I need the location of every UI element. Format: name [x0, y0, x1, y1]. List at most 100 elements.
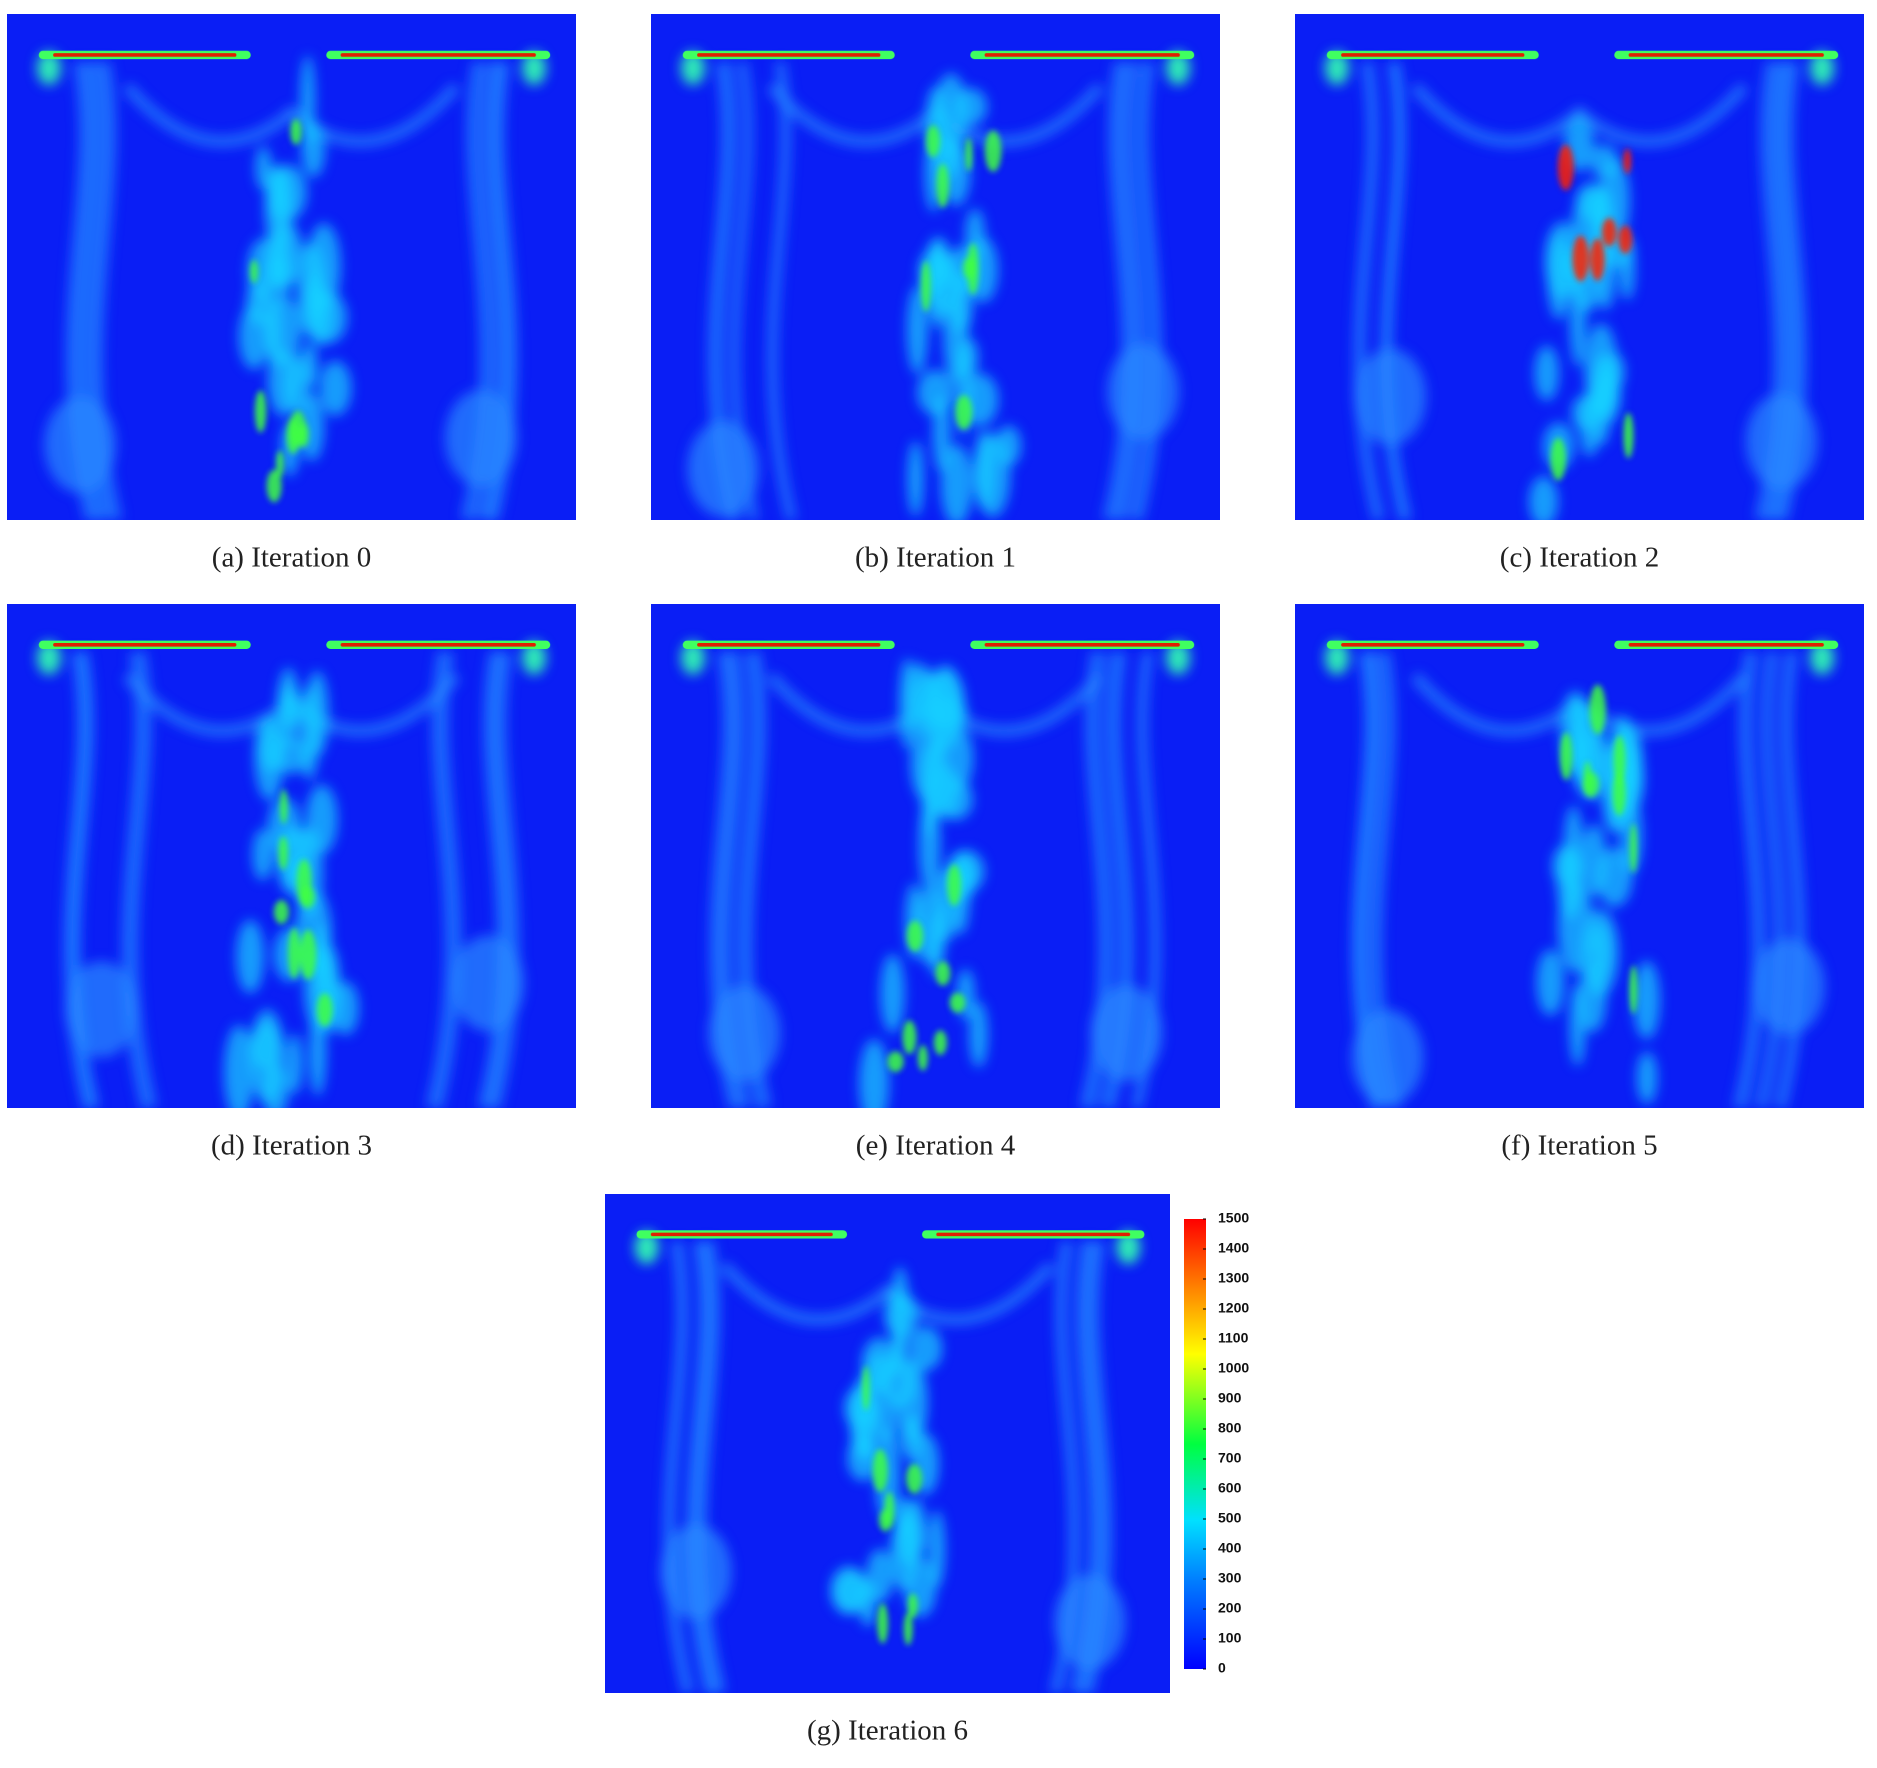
plume [907, 440, 924, 517]
plume-core [862, 1365, 870, 1411]
corner-spot [36, 641, 61, 675]
vortex [44, 396, 117, 493]
colorbar-label: 700 [1218, 1450, 1242, 1466]
streak [121, 650, 158, 1108]
plume [247, 238, 281, 305]
plume [908, 1326, 943, 1371]
vortex [452, 935, 525, 1032]
cores [1550, 144, 1634, 481]
corner-spot [1810, 51, 1835, 86]
plume [830, 1566, 868, 1615]
plume [319, 360, 352, 416]
plume-core [288, 927, 301, 979]
plume [310, 291, 348, 344]
plume [283, 355, 312, 416]
vortex [1090, 984, 1163, 1081]
plume [299, 685, 320, 781]
plume-core [962, 256, 976, 280]
streak [1114, 61, 1146, 520]
cores [250, 118, 309, 503]
plume-core [1589, 684, 1606, 735]
plume-core [290, 118, 302, 145]
plume [266, 166, 292, 223]
colorbar [1184, 1219, 1206, 1669]
corner-spot [1116, 1230, 1141, 1265]
caption: (e) Iteration 4 [856, 1130, 1016, 1162]
plume [910, 725, 942, 802]
plume-core [879, 1509, 892, 1532]
streak [425, 650, 462, 1108]
plume [1536, 949, 1565, 1016]
plume-core [1557, 144, 1574, 191]
plume-core [903, 1612, 913, 1646]
streak [663, 1240, 695, 1693]
colorbar-label: 400 [1218, 1540, 1242, 1556]
caption: (g) Iteration 6 [807, 1715, 968, 1747]
flow-field [605, 1194, 1170, 1693]
plume [943, 288, 969, 384]
corner-spot [36, 51, 61, 86]
vortex [660, 1524, 732, 1620]
colorbar-label: 900 [1218, 1390, 1242, 1406]
plume-core [1623, 148, 1632, 174]
streak [1353, 61, 1385, 520]
corner-spot [1166, 641, 1191, 675]
plume [940, 725, 974, 792]
plume-core [936, 163, 950, 208]
plume [969, 1001, 988, 1068]
colorbar-label: 300 [1218, 1570, 1242, 1586]
plume-core [926, 124, 941, 158]
plume-core [276, 450, 284, 478]
colorbar-label: 500 [1218, 1510, 1242, 1526]
plume [238, 303, 270, 370]
plume-core [1629, 823, 1638, 874]
caption: (b) Iteration 1 [855, 542, 1016, 574]
plume-core [250, 259, 259, 284]
plume-core [1550, 437, 1566, 481]
vortex [65, 961, 138, 1058]
flow-field [1295, 14, 1864, 520]
plume [917, 369, 954, 416]
plume [301, 121, 326, 178]
swirl [122, 672, 299, 737]
vortex [1107, 343, 1180, 440]
corner-spot [1810, 641, 1835, 675]
plume [264, 296, 302, 365]
plume-core [906, 1464, 923, 1494]
plume [1633, 961, 1661, 1040]
plume-core [935, 961, 951, 986]
plume [1575, 182, 1610, 221]
vortex [1753, 938, 1825, 1035]
swirl [1410, 82, 1587, 147]
plume-core [949, 992, 966, 1013]
plume-core [1601, 218, 1617, 247]
plume-core [279, 789, 288, 825]
flow-field [7, 604, 576, 1108]
plume [906, 285, 928, 375]
plume-core [1629, 965, 1638, 1015]
caption: (a) Iteration 0 [212, 542, 371, 574]
colorbar-label: 1500 [1218, 1210, 1249, 1226]
plume [1592, 374, 1620, 413]
cores [1560, 684, 1638, 1015]
corner-spot [680, 641, 705, 675]
plume-core [278, 836, 288, 870]
corner-spot [1166, 51, 1191, 86]
colorbar-label: 1400 [1218, 1240, 1249, 1256]
flow-field [7, 14, 576, 520]
plume [898, 658, 916, 750]
caption: (c) Iteration 2 [1500, 542, 1659, 574]
swirl [122, 82, 299, 147]
plume-core [907, 1593, 918, 1618]
streak [1102, 61, 1135, 520]
plume [929, 911, 945, 978]
streaks [36, 641, 547, 1108]
plume-core [1618, 225, 1633, 254]
flow-field [1295, 604, 1864, 1108]
plume [1569, 984, 1586, 1067]
cores [862, 1365, 923, 1646]
plume [851, 1373, 876, 1457]
colorbar-label: 1200 [1218, 1300, 1249, 1316]
plume [255, 146, 272, 190]
